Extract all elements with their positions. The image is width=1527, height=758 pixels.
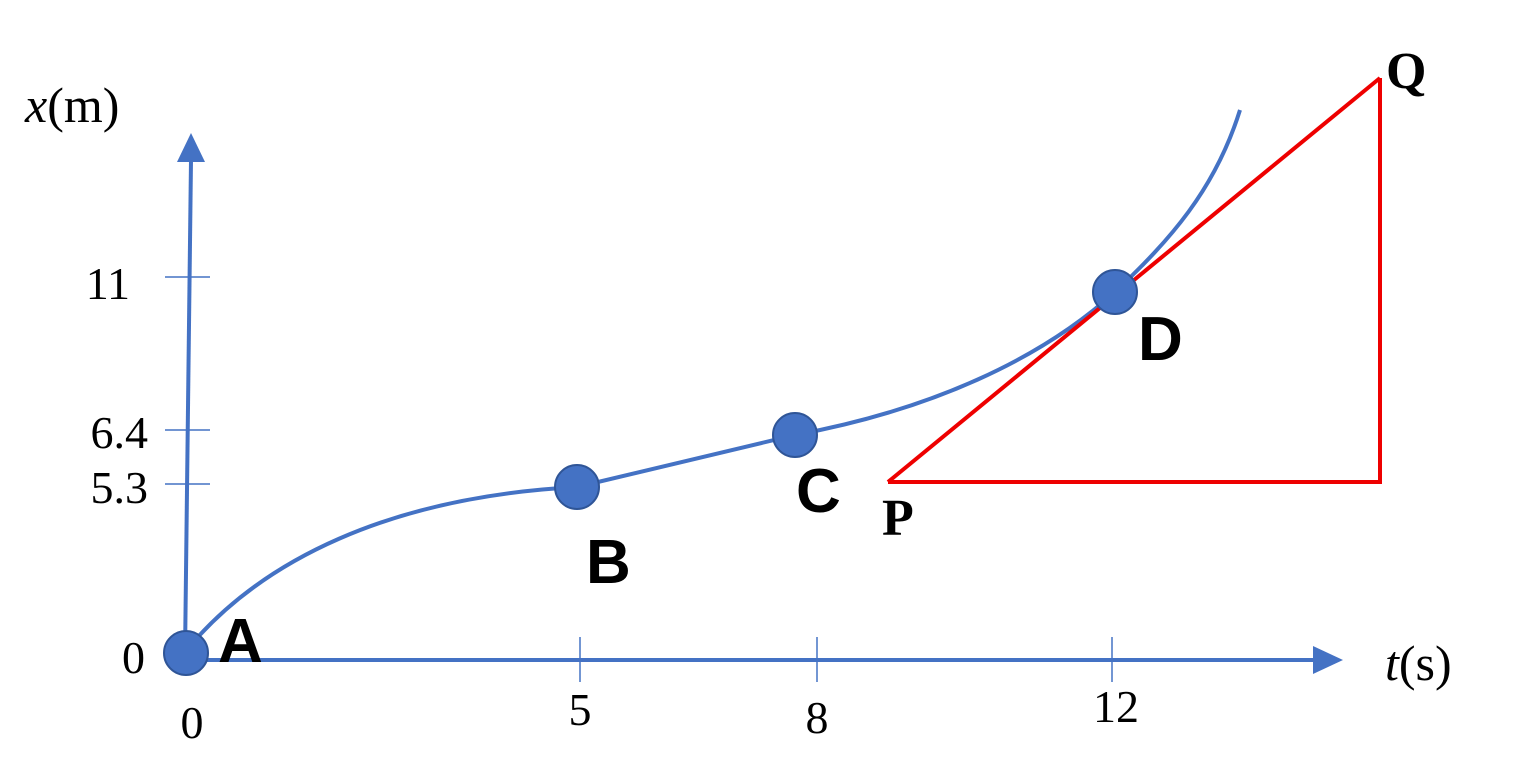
- y-tick-label: 6.4: [91, 407, 149, 458]
- position-curve: [183, 109, 1242, 654]
- x-axis-label: t(s): [1385, 635, 1452, 691]
- tick-marks: [165, 276, 1113, 682]
- x-tick-labels: 0 5 8 12: [181, 681, 1140, 748]
- point: [1092, 269, 1138, 315]
- point-label: A: [218, 607, 263, 676]
- y-variable: x: [24, 77, 47, 133]
- point-labels: A B C D: [218, 305, 1183, 676]
- point: [772, 412, 818, 458]
- x-tick-label: 12: [1093, 681, 1139, 732]
- y-tick-label: 0: [122, 632, 145, 683]
- x-tick-label: 0: [181, 697, 204, 748]
- x-tick-label: 8: [806, 692, 829, 743]
- tangent-end-label: Q: [1386, 43, 1426, 100]
- y-axis: [183, 159, 193, 656]
- point: [163, 630, 209, 676]
- x-variable: t: [1385, 635, 1400, 691]
- point-label: C: [796, 457, 841, 526]
- y-tick-labels: 11 6.4 5.3 0: [86, 258, 148, 683]
- point: [554, 464, 600, 510]
- point-label: D: [1138, 305, 1183, 374]
- points: [163, 269, 1138, 676]
- y-axis-arrow: [177, 133, 205, 162]
- y-axis-label: x(m): [24, 77, 119, 133]
- x-unit: (s): [1399, 635, 1452, 691]
- y-tick-label: 5.3: [91, 462, 149, 513]
- point-label: B: [586, 528, 631, 597]
- y-tick-label: 11: [86, 258, 130, 309]
- x-tick-label: 5: [569, 684, 592, 735]
- x-axis-arrow: [1313, 646, 1343, 674]
- y-unit: (m): [47, 77, 119, 133]
- tangent-start-label: P: [882, 490, 914, 547]
